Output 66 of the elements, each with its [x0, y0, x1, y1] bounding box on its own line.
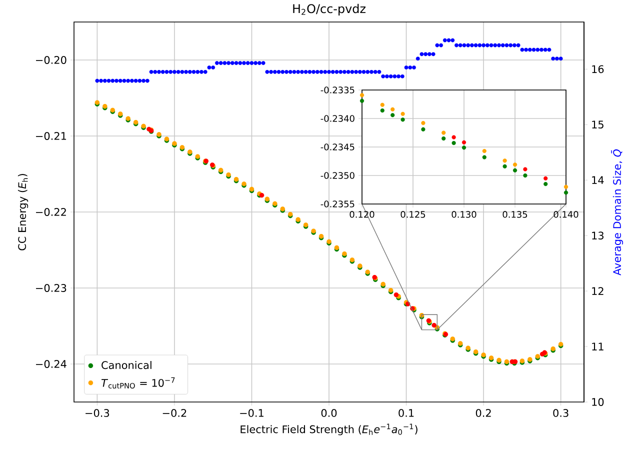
- point: [452, 140, 456, 146]
- point: [432, 322, 436, 328]
- y-tick-label: -0.2350: [320, 172, 354, 179]
- point: [462, 146, 466, 150]
- x-tick-label: 0.140: [554, 211, 578, 218]
- x-tick-label: −0.3: [86, 409, 110, 417]
- y-tick-label: −0.21: [36, 132, 66, 140]
- y-tick-label: -0.2340: [320, 115, 354, 122]
- text: Electric Field Strength (E$_{h}$e$^{−1}$a$_{0}$$^{−1}$): [240, 424, 418, 436]
- y-tick-label: -0.2355: [320, 200, 354, 208]
- point: [259, 192, 264, 198]
- y2-tick-label: 16: [592, 65, 604, 74]
- point: [360, 93, 364, 98]
- point: [502, 164, 507, 168]
- point: [400, 118, 405, 122]
- point: [564, 184, 568, 189]
- point: [390, 113, 395, 118]
- y2-axis-title: Average Domain Size, Q̄: [611, 149, 624, 276]
- x-tick-label: 0.130: [452, 211, 476, 218]
- x-tick-label: 0.2: [476, 409, 491, 417]
- point: [380, 108, 384, 113]
- x-tick-label: 0.135: [502, 211, 528, 218]
- point: [380, 102, 384, 107]
- point: [523, 173, 528, 178]
- y2-tick-label: 12: [592, 287, 604, 295]
- point: [394, 292, 399, 298]
- point: [442, 136, 446, 141]
- y-tick-label: −0.24: [36, 360, 66, 368]
- x-tick-label: 0.120: [350, 211, 374, 218]
- point: [512, 162, 518, 167]
- chart-title: H$_{2}$O/cc-pvdz: [293, 4, 366, 16]
- point: [512, 168, 518, 172]
- x-tick-label: 0.125: [400, 211, 426, 218]
- y-tick-label: −0.20: [36, 56, 66, 64]
- point: [421, 121, 426, 126]
- y-tick-label: −0.23: [36, 284, 66, 292]
- y-tick-label: -0.2335: [320, 86, 354, 94]
- point: [442, 130, 446, 135]
- point: [462, 140, 466, 144]
- y2-tick-label: 10: [592, 398, 604, 406]
- point: [421, 127, 426, 132]
- x-tick-label: 0.3: [553, 409, 568, 417]
- point: [502, 158, 507, 163]
- legend-label: T$_{cutPNO}$ = 10$^{−7}$: [101, 377, 175, 388]
- x-tick-label: −0.1: [240, 409, 264, 417]
- y-axis-title: CC Energy (E$_{h}$): [18, 174, 28, 250]
- point: [452, 135, 456, 140]
- y2-tick-label: 11: [592, 342, 604, 350]
- x-tick-label: 0.0: [321, 409, 337, 417]
- legend-label: Canonical: [102, 361, 152, 370]
- point: [360, 98, 364, 103]
- point: [390, 107, 395, 112]
- point: [523, 167, 528, 172]
- point: [482, 148, 486, 154]
- y-tick-label: −0.22: [36, 208, 66, 216]
- point: [564, 190, 568, 195]
- point: [544, 176, 548, 180]
- y2-tick-label: 15: [592, 120, 604, 129]
- point: [544, 182, 548, 186]
- point: [482, 155, 486, 160]
- x-tick-label: −0.2: [162, 409, 186, 417]
- y2-tick-label: 14: [592, 176, 604, 184]
- y2-tick-label: 13: [592, 232, 604, 240]
- y-tick-label: -0.2345: [320, 144, 354, 150]
- x-tick-label: 0.1: [398, 409, 414, 417]
- point: [400, 112, 405, 116]
